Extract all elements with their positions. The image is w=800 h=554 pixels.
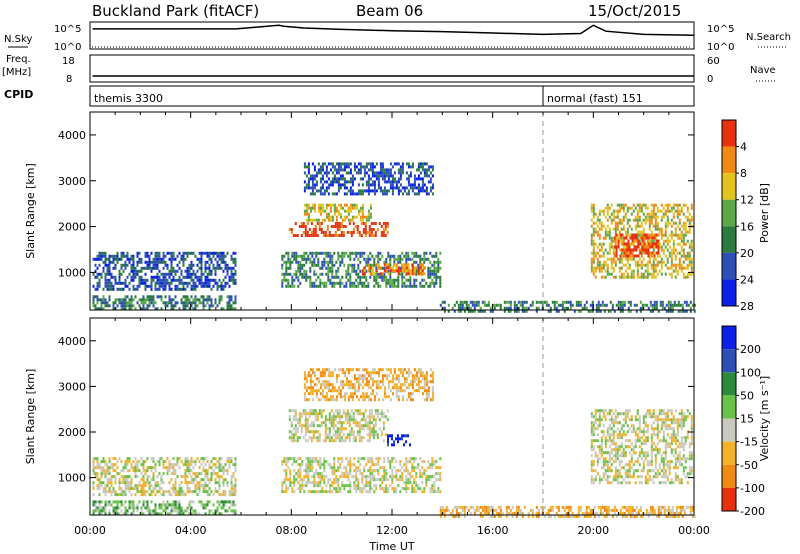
time-axis: 00:00 04:00 08:00 12:00 16:00 20:00 00:00 Time … <box>74 524 710 553</box>
echo-region <box>303 162 434 196</box>
x-axis-label: Time UT <box>368 540 414 553</box>
freq-tick-hi: 18 <box>62 56 75 67</box>
colorbar-swatch <box>722 372 736 396</box>
y-tick-label: 2000 <box>58 426 86 439</box>
echo-region <box>303 368 434 402</box>
echo-region <box>281 457 442 494</box>
colorbar-swatch <box>722 173 736 200</box>
colorbar-swatch <box>722 252 736 280</box>
x-tick-label: 00:00 <box>74 524 106 537</box>
y-axis-label: Slant Range [km] <box>24 163 37 259</box>
echo-region <box>613 233 660 258</box>
station-title: Buckland Park (fitACF) <box>92 2 259 20</box>
echo-region <box>439 300 696 313</box>
colorbar-tick-label: 50 <box>740 389 754 402</box>
x-tick-label: 20:00 <box>577 524 609 537</box>
echo-region <box>439 505 696 518</box>
nave-tick-hi: 60 <box>707 56 720 67</box>
power-colorbar: 4 8 12 16 20 24 28 Power [dB] <box>721 119 771 313</box>
x-tick-label: 12:00 <box>376 524 408 537</box>
colorbar-swatch <box>722 395 736 419</box>
cpid-segment-label: normal (fast) 151 <box>547 92 643 105</box>
colorbar-swatch <box>722 146 736 174</box>
nsky-tick-hi-right: 10^5 <box>707 24 734 35</box>
echo-region <box>303 203 372 222</box>
y-tick-label: 4000 <box>58 335 86 348</box>
freq-label-1: Freq. <box>6 54 31 65</box>
cpid-label: CPID <box>4 88 33 101</box>
freq-tick-lo: 8 <box>66 74 72 85</box>
freq-label-2: [MHz] <box>2 67 31 78</box>
velocity-panel: 1000 2000 3000 4000 Slant Range [km] <box>24 317 696 518</box>
x-tick-label: 16:00 <box>477 524 509 537</box>
colorbar-label: Power [dB] <box>758 183 771 243</box>
echo-region <box>92 251 237 291</box>
echo-region <box>92 295 237 311</box>
nsky-series-line <box>92 24 695 37</box>
colorbar-swatch <box>722 487 736 511</box>
date-title: 15/Oct/2015 <box>588 2 681 20</box>
echo-region <box>92 500 237 516</box>
echo-region <box>590 409 693 485</box>
colorbar-tick-label: -15 <box>740 436 758 449</box>
colorbar-tick-label: 15 <box>740 413 754 426</box>
colorbar-swatch <box>722 418 736 442</box>
colorbar-tick-label: 200 <box>740 343 761 356</box>
colorbar-tick-label: -200 <box>740 505 765 518</box>
colorbar-label: Velocity [m s⁻¹] <box>758 376 771 461</box>
y-tick-label: 1000 <box>58 472 86 485</box>
colorbar-tick-label: -50 <box>740 459 758 472</box>
nsearch-label: N.Search <box>746 32 791 43</box>
nave-tick-lo: 0 <box>707 74 713 85</box>
colorbar-tick-label: 20 <box>740 247 754 260</box>
y-tick-label: 3000 <box>58 380 86 393</box>
colorbar-swatch <box>722 464 736 488</box>
cpid-segment-label: themis 3300 <box>94 92 163 105</box>
nave-label: Nave <box>750 65 776 76</box>
x-tick-label: 04:00 <box>175 524 207 537</box>
echo-region <box>590 203 693 279</box>
echo-region <box>361 263 426 276</box>
colorbar-tick-label: 12 <box>740 194 754 207</box>
x-tick-label: 08:00 <box>275 524 307 537</box>
nsky-tick-hi: 10^5 <box>54 24 81 35</box>
echo-region <box>92 457 237 497</box>
nsky-strip: N.Sky 10^5 10^0 10^5 10^0 N.Search <box>4 21 791 53</box>
colorbar-tick-label: 4 <box>740 141 747 154</box>
colorbar-tick-label: 8 <box>740 167 747 180</box>
beam-title: Beam 06 <box>356 2 423 20</box>
nsky-tick-lo-right: 10^0 <box>707 42 734 53</box>
colorbar-tick-label: 100 <box>740 366 761 379</box>
colorbar-tick-label: 16 <box>740 220 754 233</box>
y-axis-label: Slant Range [km] <box>24 369 37 465</box>
colorbar-swatch <box>722 226 736 253</box>
echo-region <box>288 409 389 443</box>
colorbar-swatch <box>722 441 736 465</box>
colorbar-swatch <box>722 120 736 147</box>
velocity-colorbar: 200 100 50 15 -15 -50 -100 -200 Velocity [m s⁻¹] <box>721 325 771 518</box>
y-tick-label: 4000 <box>58 129 86 142</box>
colorbar-swatch <box>722 326 736 350</box>
power-panel: 1000 2000 3000 4000 Slant Range [km] <box>24 111 696 313</box>
colorbar-swatch <box>722 349 736 373</box>
cpid-strip: CPID themis 3300 normal (fast) 151 <box>4 85 695 107</box>
colorbar-swatch <box>722 279 736 306</box>
echo-region <box>288 222 389 237</box>
colorbar-tick-label: 28 <box>740 300 754 313</box>
colorbar-tick-label: 24 <box>740 273 754 286</box>
x-tick-label: 00:00 <box>678 524 710 537</box>
echo-region <box>387 434 411 447</box>
y-tick-label: 1000 <box>58 266 86 279</box>
y-tick-label: 2000 <box>58 221 86 234</box>
freq-strip: Freq. [MHz] 18 8 60 0 Nave <box>2 54 776 85</box>
colorbar-swatch <box>722 199 736 227</box>
y-tick-label: 3000 <box>58 175 86 188</box>
colorbar-tick-label: -100 <box>740 482 765 495</box>
nsky-tick-lo: 10^0 <box>54 42 81 53</box>
nsky-label: N.Sky <box>4 34 32 45</box>
